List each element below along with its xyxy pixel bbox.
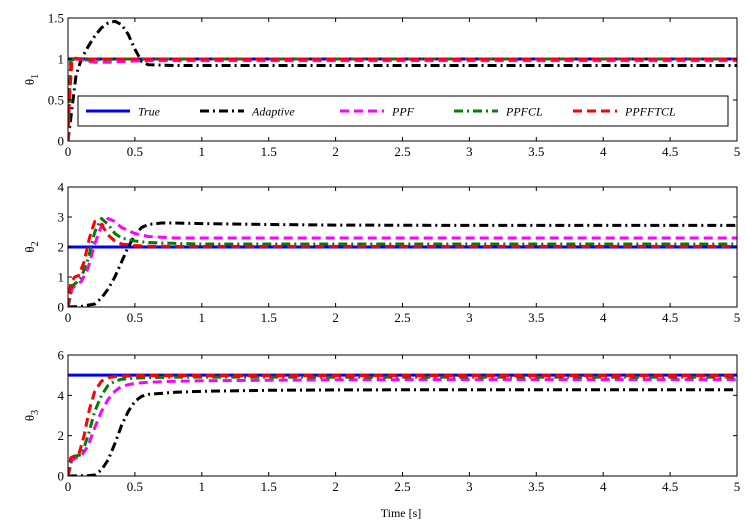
x-tick-label: 1	[199, 144, 206, 159]
x-tick-label: 0.5	[127, 479, 143, 494]
legend-label-ppfftcl: PPFFTCL	[624, 105, 676, 119]
x-tick-label: 2.5	[394, 310, 410, 325]
x-tick-label: 4.5	[662, 479, 678, 494]
series-ppfcl-line	[68, 217, 737, 307]
y-tick-label: 4	[58, 388, 65, 403]
x-tick-label: 2	[332, 479, 339, 494]
x-tick-label: 2.5	[394, 479, 410, 494]
x-tick-label: 4	[600, 310, 607, 325]
x-tick-label: 1	[199, 310, 206, 325]
series-ppfftcl-line	[68, 220, 737, 307]
x-tick-label: 1.5	[261, 310, 277, 325]
series-ppf-line	[68, 378, 737, 476]
legend-label-ppf: PPF	[391, 105, 415, 119]
y-tick-label: 0	[58, 134, 65, 149]
legend: True Adaptive PPF PPFCL PPFFTCL	[77, 95, 729, 127]
y-tick-label: 2	[58, 240, 65, 255]
x-tick-label: 1	[199, 479, 206, 494]
x-tick-label: 0.5	[127, 144, 143, 159]
plot-frame	[67, 354, 738, 477]
y-axis-label: θ1	[22, 74, 41, 85]
x-tick-label: 1.5	[261, 479, 277, 494]
x-tick-label: 2.5	[394, 144, 410, 159]
x-tick-label: 0	[65, 479, 72, 494]
y-tick-label: 4	[58, 180, 65, 195]
y-tick-label: 2	[58, 428, 65, 443]
x-tick-label: 4.5	[662, 310, 678, 325]
x-axis-label: Time [s]	[381, 506, 422, 520]
y-tick-label: 1	[58, 52, 65, 67]
subplot-2: 0 0.5 1 1.5 2 2.5 3 3.5 4 4.5 5 0 1 2 3 4 θ2	[22, 180, 740, 326]
legend-label-true: True	[138, 105, 161, 119]
x-tick-label: 3.5	[528, 479, 544, 494]
y-tick-label: 6	[58, 348, 65, 363]
x-tick-label: 4	[600, 479, 607, 494]
x-tick-label: 5	[734, 310, 741, 325]
x-tick-label: 0.5	[127, 310, 143, 325]
series-ppfcl-line	[68, 375, 737, 476]
x-tick-label: 4	[600, 144, 607, 159]
x-tick-label: 3.5	[528, 144, 544, 159]
x-tick-label: 1.5	[261, 144, 277, 159]
x-tick-label: 5	[734, 479, 741, 494]
legend-label-ppfcl: PPFCL	[505, 105, 543, 119]
x-tick-label: 0	[65, 144, 72, 159]
y-axis-label: θ3	[22, 410, 41, 421]
y-tick-label: 0.5	[48, 93, 64, 108]
subplot-1: 0 0.5 1 1.5 2 2.5 3 3.5 4 4.5 5 0 0.5 1 1.5 θ1	[22, 11, 740, 160]
legend-label-adaptive: Adaptive	[251, 105, 295, 119]
series-adaptive-line	[68, 388, 737, 476]
x-tick-label: 2	[332, 310, 339, 325]
subplot-3: 0 0.5 1 1.5 2 2.5 3 3.5 4 4.5 5 0 2 4 6 θ3	[22, 348, 740, 495]
x-tick-label: 2	[332, 144, 339, 159]
y-axis-label: θ2	[22, 241, 41, 252]
series-ppf-line	[68, 217, 737, 307]
x-tick-label: 3	[466, 310, 473, 325]
y-tick-label: 0	[58, 469, 65, 484]
y-tick-label: 1.5	[48, 11, 64, 26]
y-tick-label: 0	[58, 300, 65, 315]
x-tick-label: 0	[65, 310, 72, 325]
legend-box	[77, 95, 729, 127]
series-ppfcl-line	[68, 57, 737, 141]
x-tick-label: 3	[466, 144, 473, 159]
y-tick-label: 1	[58, 270, 65, 285]
series-ppfftcl-line	[68, 374, 737, 476]
series-ppfftcl-line	[68, 56, 737, 141]
series-adaptive-line	[68, 221, 737, 307]
x-tick-label: 4.5	[662, 144, 678, 159]
y-tick-label: 3	[58, 210, 65, 225]
x-tick-label: 5	[734, 144, 741, 159]
x-tick-label: 3	[466, 479, 473, 494]
x-tick-label: 3.5	[528, 310, 544, 325]
